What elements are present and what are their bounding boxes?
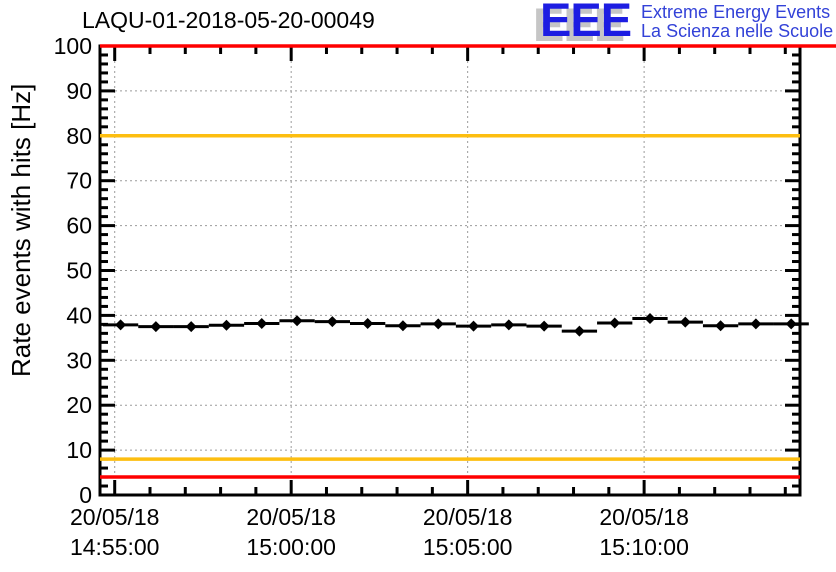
x-tick-label-date: 20/05/18 (423, 504, 513, 530)
axis-labels: 0 10 20 30 40 50 60 70 80 90 100 20/05/18 14:55:00 20… (54, 33, 689, 560)
data-point-marker (750, 318, 762, 330)
data-point-marker (185, 321, 197, 333)
y-tick-label: 50 (66, 258, 92, 284)
data-point-marker (220, 319, 232, 331)
page-title: LAQU-01-2018-05-20-00049 (82, 7, 375, 33)
data-point-marker (362, 317, 374, 329)
data-series (102, 313, 809, 337)
x-tick-label-date: 20/05/18 (599, 504, 689, 530)
data-point-marker (397, 320, 409, 332)
data-point-marker (715, 320, 727, 332)
data-point-marker (432, 318, 444, 330)
data-point-marker (291, 315, 303, 327)
data-point-marker (573, 325, 585, 337)
eee-logo-line1: Extreme Energy Events (641, 2, 831, 22)
y-tick-label: 30 (66, 347, 92, 373)
eee-logo-subtitle: Extreme Energy Events La Scienza nelle S… (641, 3, 833, 41)
data-point-marker (115, 319, 127, 331)
data-point-marker (785, 318, 797, 330)
grid-layer (100, 46, 800, 495)
eee-logo-line2: La Scienza nelle Scuole (641, 21, 834, 41)
eee-logo-acronym: EEE (540, 0, 632, 46)
threshold-lines (100, 44, 836, 479)
data-point-marker (503, 319, 515, 331)
x-tick-label-date: 20/05/18 (246, 504, 336, 530)
data-point-marker (468, 320, 480, 332)
data-point-marker (644, 313, 656, 325)
x-tick-label-time: 15:05:00 (423, 534, 513, 560)
data-point-marker (538, 320, 550, 332)
y-tick-label: 90 (66, 78, 92, 104)
y-tick-label: 0 (79, 482, 92, 508)
y-tick-label: 40 (66, 302, 92, 328)
x-tick-label-time: 15:00:00 (246, 534, 336, 560)
y-tick-label: 100 (54, 33, 92, 59)
data-point-marker (150, 321, 162, 333)
data-point-marker (326, 316, 338, 328)
eee-logo: EEE Extreme Energy Events La Scienza nel… (540, 0, 833, 46)
x-tick-label-date: 20/05/18 (70, 504, 160, 530)
x-tick-label-time: 15:10:00 (599, 534, 689, 560)
y-tick-label: 20 (66, 392, 92, 418)
y-tick-label: 80 (66, 123, 92, 149)
data-point-marker (609, 317, 621, 329)
data-point-marker (256, 317, 268, 329)
y-tick-label: 10 (66, 437, 92, 463)
data-point-marker (679, 316, 691, 328)
y-tick-label: 60 (66, 213, 92, 239)
x-tick-label-time: 14:55:00 (70, 534, 160, 560)
y-tick-label: 70 (66, 168, 92, 194)
